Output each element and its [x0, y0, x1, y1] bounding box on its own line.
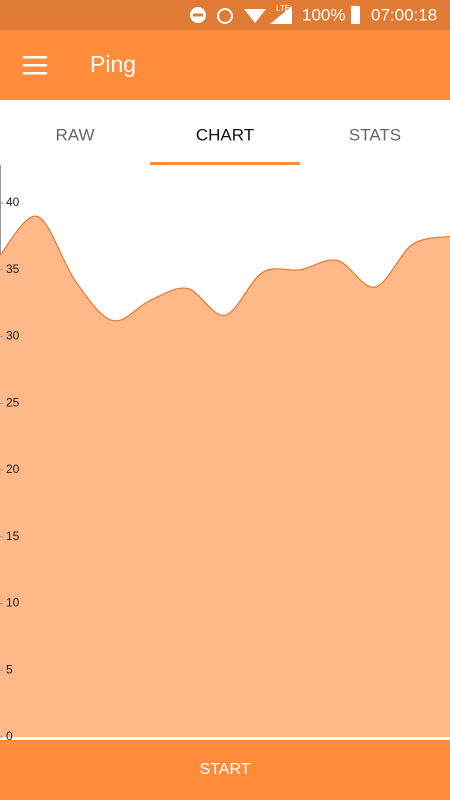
battery-icon: [351, 6, 360, 24]
y-tick-label: 10: [6, 596, 20, 610]
clock: 07:00:18: [371, 5, 437, 24]
tab-bar: RAW CHART STATS: [55, 125, 401, 165]
menu-line: [23, 64, 47, 67]
y-tick-label: 35: [6, 262, 20, 276]
y-tick-label: 40: [6, 195, 20, 209]
chart: 0 5 10 15 20 25 30 35 40: [0, 165, 450, 743]
tab-indicator: [150, 162, 300, 165]
tab[interactable]: CHART: [196, 125, 254, 144]
y-tick-label: 15: [6, 529, 20, 543]
menu-line: [23, 56, 47, 59]
menu-line: [23, 72, 47, 75]
area: [0, 216, 450, 738]
y-tick-label: 30: [6, 329, 20, 343]
network-label: LTE: [276, 4, 290, 13]
start-button[interactable]: [0, 740, 450, 800]
start-label: START: [200, 761, 251, 778]
wifi-icon: [244, 9, 266, 23]
line: [0, 215, 450, 322]
y-tick-label: 5: [6, 662, 13, 676]
y-tick-label: 0: [6, 729, 13, 743]
tab[interactable]: STATS: [349, 125, 401, 144]
status-bar: [0, 0, 450, 30]
tab[interactable]: RAW: [55, 125, 94, 144]
dnd-icon-bar: [193, 13, 203, 17]
battery-label: 100%: [302, 5, 345, 24]
app-bar: [0, 30, 450, 100]
app-title: Ping: [90, 51, 136, 77]
alarm-icon: [217, 8, 233, 24]
menu-button[interactable]: [23, 56, 47, 75]
y-tick-label: 20: [6, 462, 20, 476]
signal-icon: [270, 6, 292, 24]
y-tick-label: 25: [6, 395, 20, 409]
